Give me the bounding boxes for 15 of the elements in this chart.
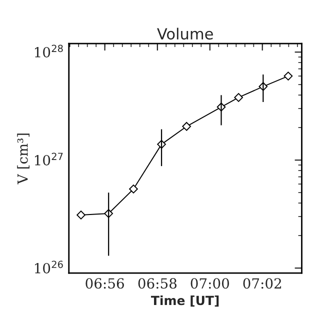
point (284, 72, 293, 80)
x-tick-label: 06:56 (86, 278, 124, 289)
x-tick-label: 06:58 (138, 278, 177, 289)
point (182, 122, 191, 131)
point (76, 210, 86, 220)
x-axis-title: Time [UT] (150, 295, 219, 307)
y-axis-title: V [cm³] (17, 134, 30, 184)
y-tick-label: 10$^{28}$ (35, 44, 63, 58)
x-tick-label: 07:02 (243, 278, 282, 289)
point (234, 93, 243, 102)
y-tick-label: 10$^{26}$ (35, 260, 63, 274)
y-tick-label: 10$^{27}$ (35, 152, 63, 166)
x-tick-label: 07:00 (190, 278, 229, 289)
chart-title: Volume (157, 28, 213, 40)
point (129, 184, 138, 194)
